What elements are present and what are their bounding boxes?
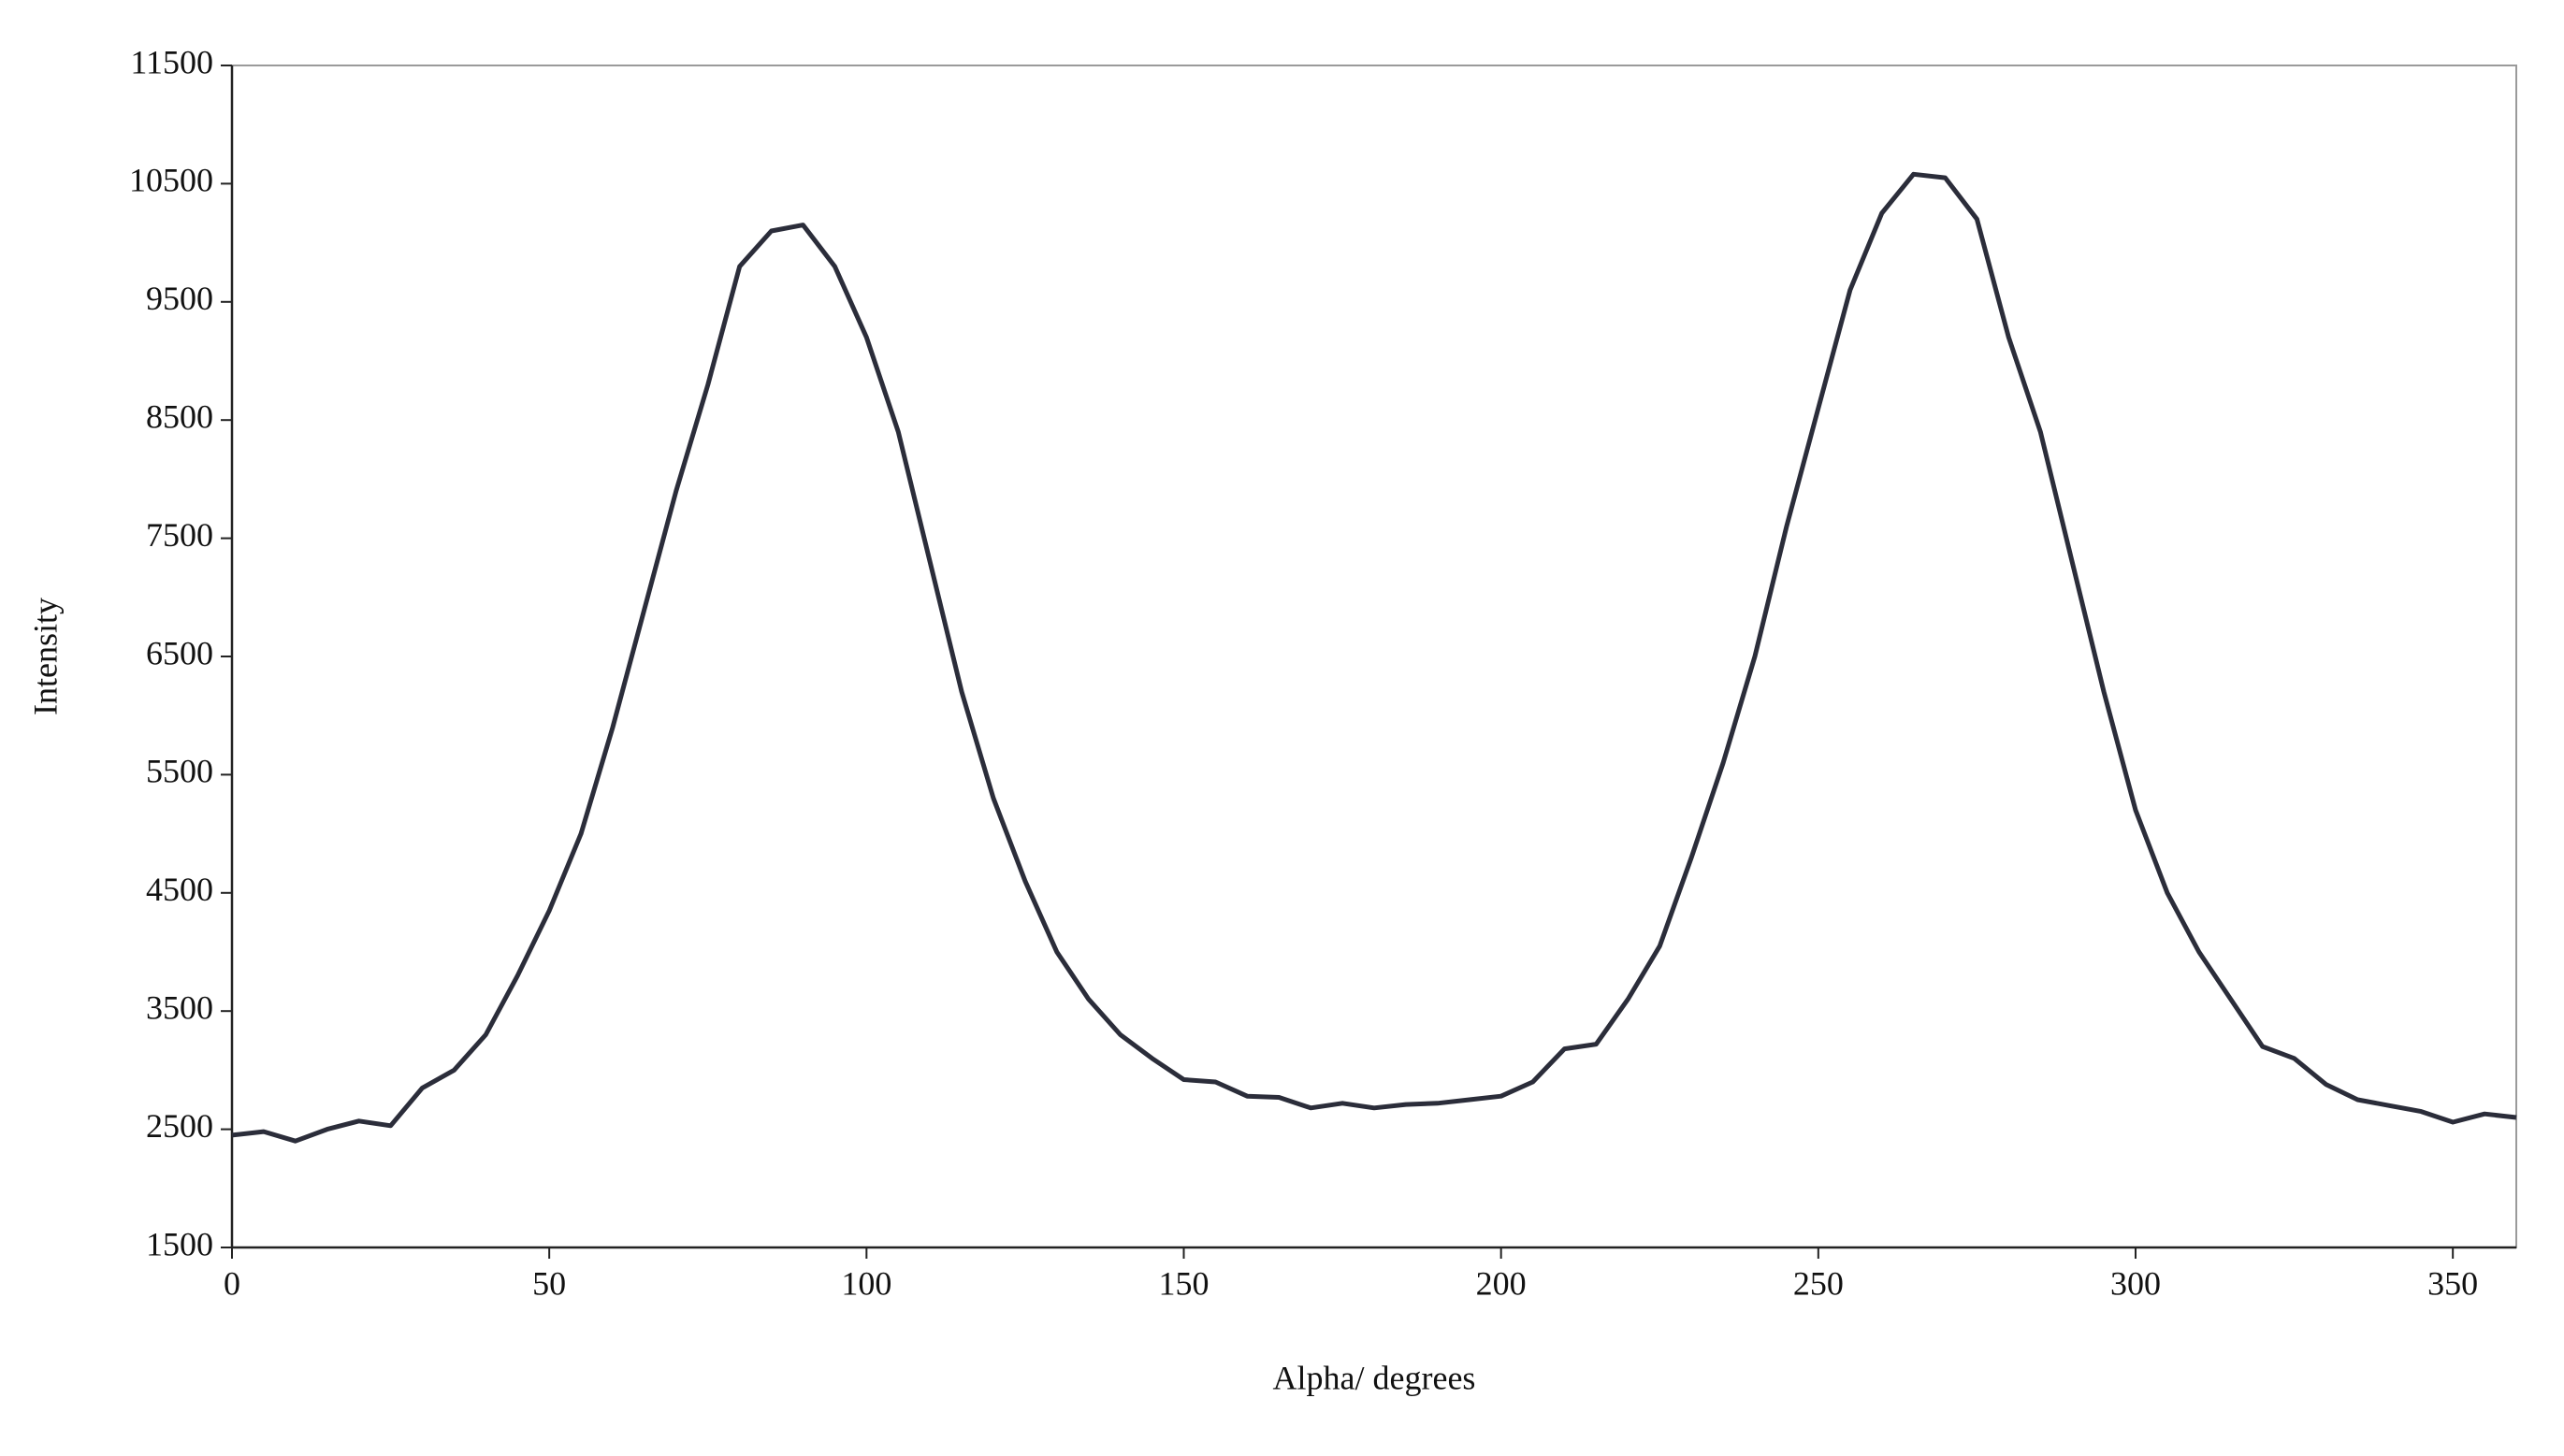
y-tick-label: 8500 (146, 397, 213, 435)
x-tick-label: 200 (1476, 1264, 1527, 1302)
x-tick-label: 50 (532, 1264, 566, 1302)
y-tick-label: 2500 (146, 1107, 213, 1145)
data-line (231, 171, 2517, 1144)
y-axis-label: Intensity (26, 598, 64, 715)
x-tick-label: 300 (2110, 1264, 2161, 1302)
x-tick-label: 100 (841, 1264, 891, 1302)
y-tick-label: 4500 (146, 871, 213, 908)
y-tick-label: 6500 (146, 634, 213, 671)
x-axis-label: Alpha/ degrees (1273, 1359, 1476, 1396)
y-tick-label: 1500 (146, 1225, 213, 1262)
y-tick-label: 7500 (146, 516, 213, 554)
x-tick-label: 350 (2427, 1264, 2478, 1302)
y-tick-label: 3500 (146, 988, 213, 1026)
y-tick-label: 9500 (146, 280, 213, 317)
y-tick-label: 10500 (129, 162, 213, 199)
y-tick-label: 5500 (146, 753, 213, 790)
x-tick-label: 150 (1159, 1264, 1210, 1302)
x-tick-label: 250 (1793, 1264, 1844, 1302)
x-tick-label: 0 (224, 1264, 240, 1302)
y-tick-label: 11500 (130, 43, 213, 80)
